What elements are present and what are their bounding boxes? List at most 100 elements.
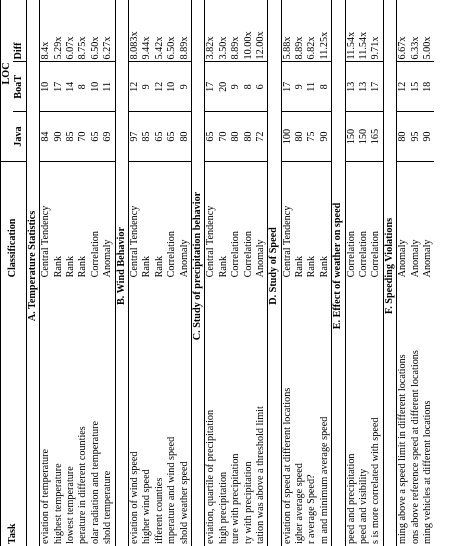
- table-row: eviation, quartile of precipitation Centr…: [204, 0, 218, 546]
- task-cell: ming above a speed limit in different lo…: [397, 354, 409, 544]
- java-loc-cell: 150: [345, 111, 358, 162]
- section-header-row: E. Effect of weather on speed: [331, 0, 346, 546]
- header-task: Task: [0, 279, 27, 546]
- header-diff: Diff: [13, 0, 27, 62]
- classification-cell: Rank: [141, 255, 153, 278]
- table-row: ture with precipitation Correlation 80 9 8.8…: [230, 0, 243, 546]
- table-row: highest temperature Rank 90 17 5.29x: [52, 0, 65, 546]
- table-row: tation was above a threshold limit Anomal…: [254, 0, 268, 546]
- classification-cell: Correlation: [370, 231, 382, 278]
- boat-loc-cell: 8: [242, 61, 255, 112]
- java-loc-cell: 70: [217, 111, 231, 162]
- task-cell: ty with precipitation: [242, 461, 254, 544]
- boat-loc-cell: 15: [409, 61, 422, 112]
- section-title: C. Study of precipitation behavior: [191, 0, 205, 546]
- task-cell: peed and visibility: [358, 468, 370, 544]
- header-classification: Classification: [0, 161, 27, 280]
- diff-cell: 6.33x: [409, 0, 422, 62]
- diff-cell: 6.50x: [89, 0, 103, 62]
- boat-loc-cell: 10: [89, 61, 103, 112]
- boat-loc-cell: 20: [217, 61, 231, 112]
- diff-cell: 8.89x: [293, 0, 307, 62]
- java-loc-cell: 65: [153, 111, 167, 162]
- boat-loc-cell: 10: [39, 61, 53, 112]
- section-title: B. Wind Behavior: [115, 0, 129, 546]
- header-loc: LOC: [0, 0, 14, 162]
- java-loc-cell: 65: [89, 111, 103, 162]
- classification-cell: Anomaly: [254, 239, 266, 278]
- java-loc-cell: 65: [204, 111, 218, 162]
- classification-cell: Correlation: [358, 231, 370, 278]
- boat-loc-cell: 12: [128, 61, 142, 112]
- java-loc-cell: 165: [370, 111, 384, 162]
- table-row: eviation of wind speed Central Tendency 97…: [128, 0, 142, 546]
- classification-cell: Anomaly: [102, 239, 114, 278]
- diff-cell: 11.54x: [345, 0, 358, 62]
- task-cell: lowest temperature: [65, 466, 77, 544]
- java-loc-cell: 80: [396, 111, 410, 162]
- table-row: higher wind speed Rank 85 9 9.44x: [141, 0, 154, 546]
- boat-loc-cell: 11: [306, 61, 319, 112]
- diff-cell: 11.54x: [357, 0, 371, 62]
- table-row: peed and visibility Correlation 150 13 11.54…: [357, 0, 371, 546]
- boat-loc-cell: 11: [102, 61, 116, 112]
- diff-cell: 6.82x: [306, 0, 319, 62]
- task-cell: ture with precipitation: [230, 453, 242, 544]
- task-cell: r average Speed?: [306, 474, 318, 544]
- section-header-row: D. Study of Speed: [267, 0, 282, 546]
- task-cell: perature in different counties: [77, 426, 89, 544]
- section-title: A. Temperature Statistics: [26, 0, 40, 546]
- java-loc-cell: 150: [357, 111, 371, 162]
- java-loc-cell: 97: [128, 111, 142, 162]
- task-cell: m and minimum average speed: [318, 416, 330, 544]
- task-cell: ons above reference speed at different l…: [409, 350, 421, 544]
- java-loc-cell: 85: [64, 111, 78, 162]
- classification-cell: Rank: [294, 255, 306, 278]
- diff-cell: 5.29x: [52, 0, 65, 62]
- boat-loc-cell: 18: [421, 61, 435, 112]
- classification-cell: Rank: [318, 255, 330, 278]
- table-row: ming vehicles at different locations Anom…: [421, 0, 435, 546]
- classification-cell: Correlation: [242, 231, 254, 278]
- boat-loc-cell: 9: [230, 61, 243, 112]
- classification-cell: Anomaly: [397, 239, 409, 278]
- table-row: peed and precipitation Correlation 150 13 11…: [345, 0, 358, 546]
- table-row: olar radiation and temperature Correlatio…: [89, 0, 103, 546]
- java-loc-cell: 65: [166, 111, 179, 162]
- header-boat: BoaT: [13, 61, 27, 112]
- classification-cell: Rank: [65, 255, 77, 278]
- section-header-row: A. Temperature Statistics: [26, 0, 40, 546]
- diff-cell: 6.67x: [396, 0, 410, 62]
- diff-cell: 8.4x: [39, 0, 53, 62]
- diff-cell: 12.00x: [254, 0, 268, 62]
- section-header-row: B. Wind Behavior: [115, 0, 129, 546]
- boat-loc-cell: 9: [178, 61, 192, 112]
- classification-cell: Rank: [52, 255, 64, 278]
- task-cell: mperature and wind speed: [166, 436, 178, 544]
- section-header-row: F. Speeding Violations: [383, 0, 397, 546]
- diff-cell: 5.88x: [281, 0, 294, 62]
- boat-loc-cell: 17: [204, 61, 218, 112]
- classification-cell: Correlation: [345, 231, 357, 278]
- task-cell: highest temperature: [52, 463, 64, 544]
- classification-cell: Central Tendency: [205, 205, 217, 278]
- task-cell: eviation of wind speed: [129, 451, 140, 544]
- task-cell: eviation of speed at different locations: [281, 387, 293, 544]
- task-cell: tation was above a threshold limit: [254, 406, 266, 544]
- java-loc-cell: 80: [230, 111, 243, 162]
- diff-cell: 8.89x: [178, 0, 192, 62]
- task-cell: igher average speed: [294, 463, 306, 544]
- loc-comparison-table: Task Classification LOC Java BoaT Diff A…: [0, 0, 435, 546]
- task-cell: shold temperature: [102, 470, 114, 544]
- diff-cell: 3.82x: [204, 0, 218, 62]
- classification-cell: Correlation: [230, 231, 242, 278]
- diff-cell: 11.25x: [318, 0, 332, 62]
- boat-loc-cell: 6: [254, 61, 268, 112]
- java-loc-cell: 90: [52, 111, 65, 162]
- section-title: D. Study of Speed: [267, 0, 282, 546]
- task-cell: shold weather speed: [178, 461, 190, 544]
- java-loc-cell: 90: [318, 111, 332, 162]
- task-cell: ifferent counties: [153, 477, 165, 544]
- table-row: shold temperature Anomaly 69 11 6.27x: [102, 0, 116, 546]
- section-title: E. Effect of weather on speed: [331, 0, 346, 546]
